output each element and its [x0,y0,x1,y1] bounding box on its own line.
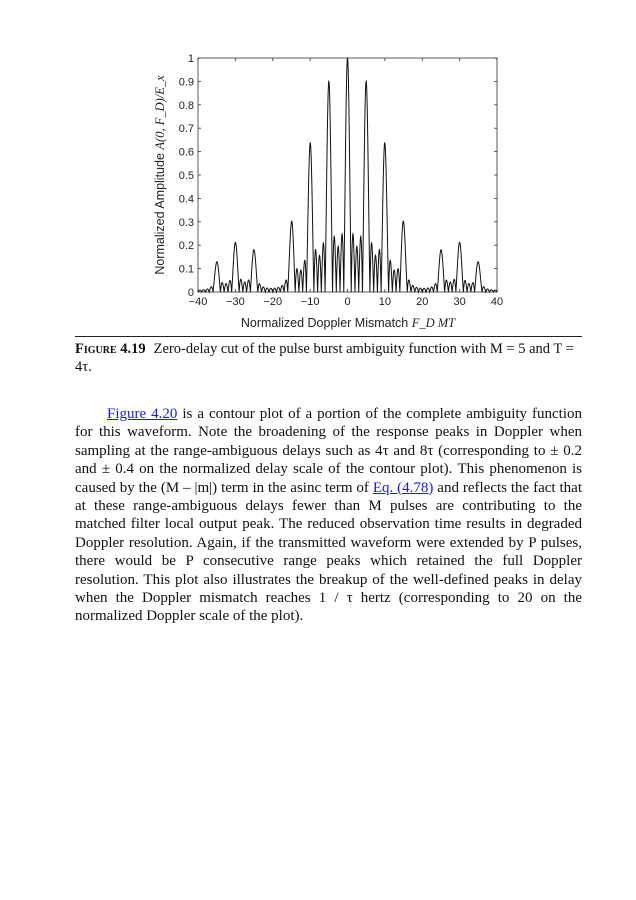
paragraph-text-1: is a contour plot of a portion of the co… [75,406,582,496]
y-tick-label: 0.5 [179,170,194,182]
y-tick-label: 1 [188,53,194,65]
series-line [197,57,498,294]
ambiguity-cut-chart: −40 −30 −20 −10 0 10 20 30 40 0 0.1 0.2 0.3 0.4 0.5 0.6… [153,53,503,330]
figure-4-20-link[interactable]: Figure 4.20 [107,406,178,422]
y-axis-label-math: A(0, F_D)/E_x [153,75,167,151]
x-tick-label: 0 [344,296,350,308]
x-tick-label: 40 [491,296,503,308]
plot-frame [197,57,498,293]
y-tick-label: 0.2 [179,240,194,252]
y-tick-label: 0.7 [179,123,194,135]
x-tick-label: 10 [379,296,391,308]
y-tick-label: 0.8 [179,100,194,112]
x-axis-label-math: F_D MT [411,316,456,330]
y-tick-label: 0.1 [179,264,194,276]
y-tick-label: 0.9 [179,76,194,88]
y-tick-label: 0 [188,287,194,299]
eq-4-78-link[interactable]: Eq. (4.78) [372,479,434,496]
x-axis-label: Normalized Doppler Mismatch F_D MT [241,316,456,330]
y-tick-label: 0.3 [179,217,194,229]
caption-rule [75,336,582,337]
x-tick-label: −10 [301,296,320,308]
x-tick-label: −30 [226,296,245,308]
y-tick-label: 0.4 [179,193,194,205]
figure-label: Figure 4.19 [75,341,146,357]
x-tick-label: −20 [263,296,282,308]
figure-caption: Figure 4.19 Zero-delay cut of the pulse b… [75,340,582,376]
x-tick-label: 30 [454,296,466,308]
y-tick-label: 0.6 [179,147,194,159]
caption-text: Zero-delay cut of the pulse burst ambigu… [75,341,574,375]
paragraph-text-2: and reflects the fact that at these rang… [75,479,583,625]
y-axis-label: Normalized Amplitude A(0, F_D)/E_x [153,75,167,275]
plot-axes: −40 −30 −20 −10 0 10 20 30 40 0 0.1 0.2 0.3 0.4 0.5 0.6… [179,53,503,308]
body-paragraph: Figure 4.20 is a contour plot of a porti… [75,405,582,626]
x-tick-label: 20 [416,296,428,308]
x-tick-label: −40 [189,296,208,308]
